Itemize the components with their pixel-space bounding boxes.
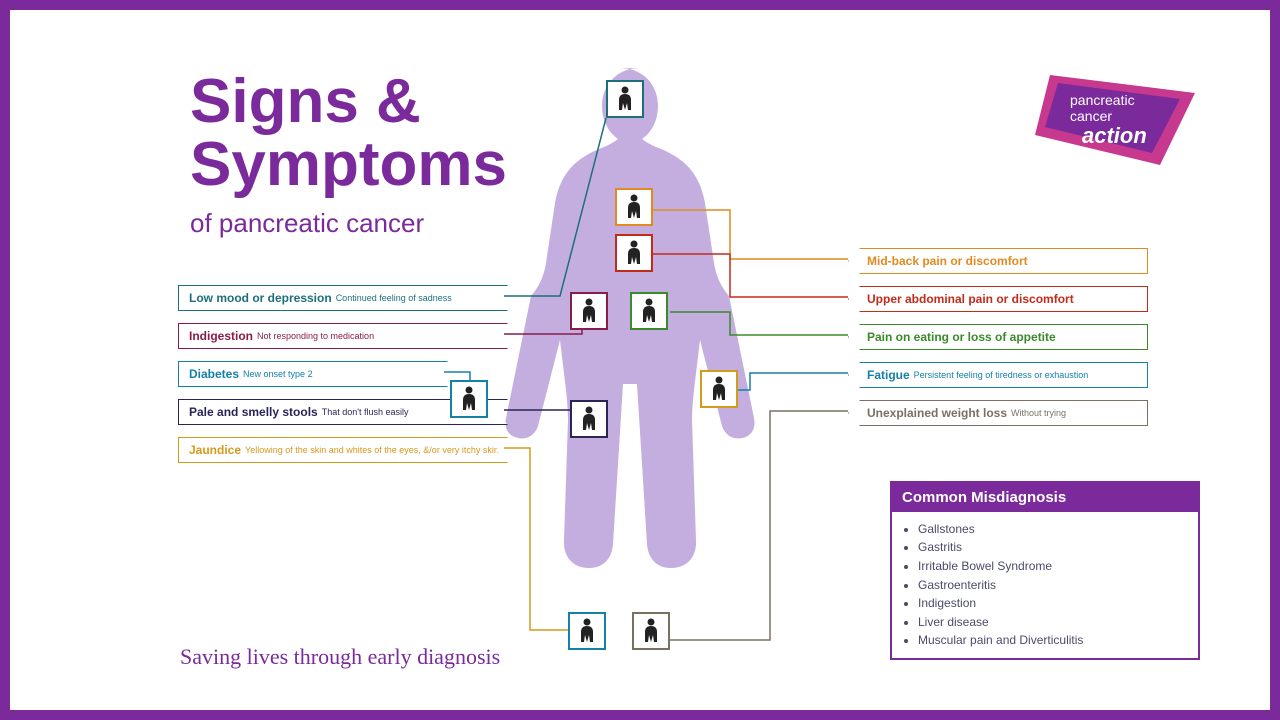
svg-text:action: action: [1082, 123, 1147, 148]
subtitle: of pancreatic cancer: [190, 208, 507, 239]
body-icon: [570, 400, 608, 438]
misdiagnosis-item: Liver disease: [918, 613, 1190, 632]
symptom-mid-back-pain-or-discomfort: Mid-back pain or discomfort: [848, 248, 1148, 274]
misdiagnosis-item: Indigestion: [918, 594, 1190, 613]
symptom-jaundice: JaundiceYellowing of the skin and whites…: [178, 437, 508, 463]
tagline: Saving lives through early diagnosis: [180, 644, 500, 670]
misdiagnosis-list: GallstonesGastritisIrritable Bowel Syndr…: [892, 512, 1198, 658]
misdiagnosis-item: Gastroenteritis: [918, 576, 1190, 595]
body-icon: [615, 188, 653, 226]
body-icon: [700, 370, 738, 408]
infographic-frame: Signs & Symptoms of pancreatic cancer pa…: [0, 0, 1280, 720]
logo: pancreatic cancer action: [1030, 65, 1200, 180]
body-silhouette: [490, 60, 790, 660]
svg-text:pancreatic: pancreatic: [1070, 92, 1135, 108]
title-line1: Signs &: [190, 70, 507, 133]
body-icon: [568, 612, 606, 650]
misdiagnosis-item: Gastritis: [918, 538, 1190, 557]
body-icon: [606, 80, 644, 118]
symptom-diabetes: DiabetesNew onset type 2: [178, 361, 448, 387]
body-icon: [450, 380, 488, 418]
symptom-pain-on-eating-or-loss-of-appetite: Pain on eating or loss of appetite: [848, 324, 1148, 350]
body-icon: [630, 292, 668, 330]
symptom-fatigue: FatiguePersistent feeling of tiredness o…: [848, 362, 1148, 388]
symptom-upper-abdominal-pain-or-discomfort: Upper abdominal pain or discomfort: [848, 286, 1148, 312]
svg-text:cancer: cancer: [1070, 108, 1112, 124]
body-icon: [570, 292, 608, 330]
title-block: Signs & Symptoms of pancreatic cancer: [190, 70, 507, 239]
misdiagnosis-item: Gallstones: [918, 520, 1190, 539]
misdiagnosis-item: Irritable Bowel Syndrome: [918, 557, 1190, 576]
symptom-low-mood-or-depression: Low mood or depressionContinued feeling …: [178, 285, 508, 311]
misdiagnosis-title: Common Misdiagnosis: [892, 483, 1198, 512]
misdiagnosis-panel: Common Misdiagnosis GallstonesGastritisI…: [890, 481, 1200, 660]
symptom-unexplained-weight-loss: Unexplained weight lossWithout trying: [848, 400, 1148, 426]
body-icon: [615, 234, 653, 272]
title-line2: Symptoms: [190, 133, 507, 196]
symptom-indigestion: IndigestionNot responding to medication: [178, 323, 508, 349]
body-icon: [632, 612, 670, 650]
misdiagnosis-item: Muscular pain and Diverticulitis: [918, 631, 1190, 650]
